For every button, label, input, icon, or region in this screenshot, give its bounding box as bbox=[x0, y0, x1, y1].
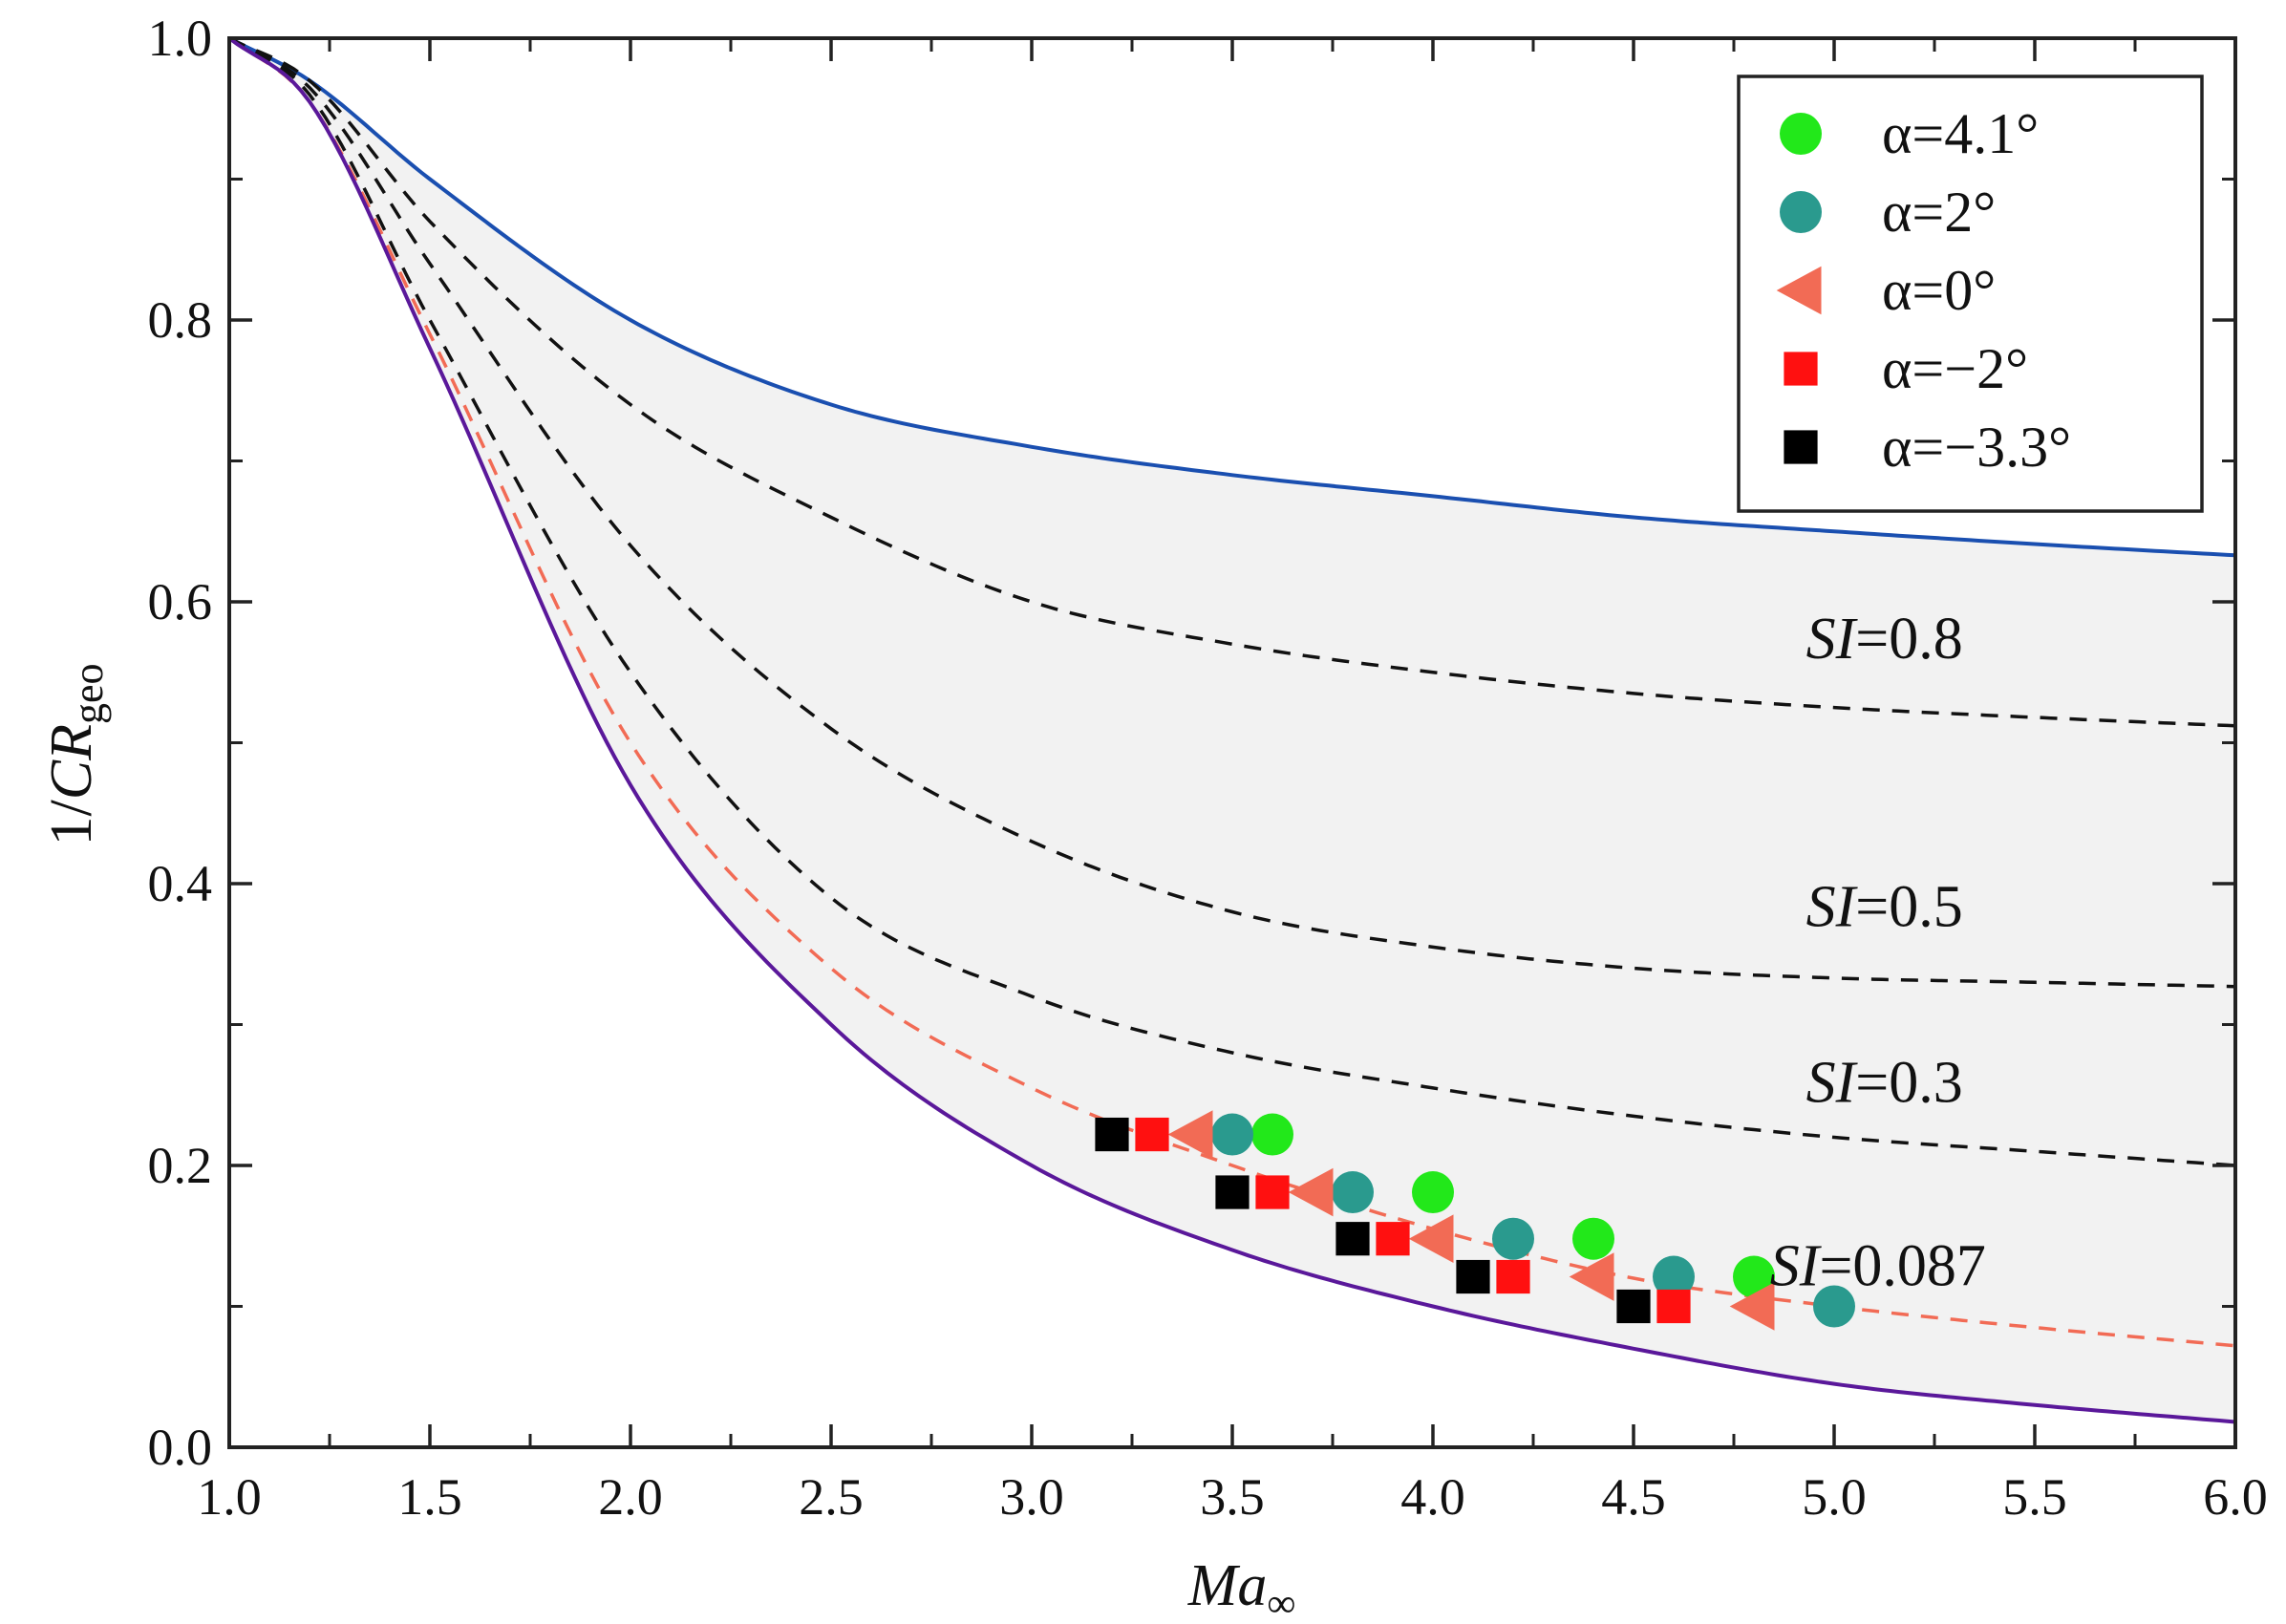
data-point-series-2 bbox=[1653, 1255, 1695, 1298]
data-point-series-3 bbox=[1408, 1214, 1454, 1263]
legend-marker-5 bbox=[1784, 430, 1818, 464]
curve-annotation: SI=0.5 bbox=[1806, 874, 1963, 939]
y-axis-title-main: CR bbox=[39, 724, 104, 800]
svg-text:Ma∞: Ma∞ bbox=[1187, 1553, 1296, 1624]
data-point-series-1 bbox=[1572, 1217, 1614, 1260]
data-point-series-2 bbox=[1211, 1113, 1253, 1156]
legend-marker-3 bbox=[1776, 266, 1822, 315]
legend-label: α=−2° bbox=[1882, 337, 2028, 400]
annotation-italic: SI bbox=[1806, 874, 1859, 939]
data-point-series-5 bbox=[1456, 1259, 1490, 1294]
y-tick-label: 0.0 bbox=[148, 1419, 213, 1476]
shaded-region bbox=[229, 38, 2235, 1422]
legend-label: α=0° bbox=[1882, 259, 1996, 322]
legend: α=4.1° α=2° α=0° α=−2° α=−3.3° bbox=[1737, 75, 2204, 513]
data-point-series-5 bbox=[1335, 1222, 1370, 1256]
curve-layer bbox=[227, 36, 2236, 1424]
data-point-series-4 bbox=[1376, 1222, 1410, 1256]
x-tick-label: 2.0 bbox=[598, 1468, 663, 1526]
data-point-series-3 bbox=[1569, 1252, 1614, 1301]
data-point-series-5 bbox=[1215, 1175, 1250, 1209]
legend-label: α=4.1° bbox=[1882, 102, 2039, 165]
curve-annotation: SI=0.087 bbox=[1770, 1233, 1986, 1298]
x-tick-label: 3.0 bbox=[999, 1468, 1064, 1526]
x-axis-title: Ma∞ bbox=[1187, 1553, 1296, 1624]
y-tick-label: 0.8 bbox=[148, 291, 213, 349]
y-axis-title-sub: geo bbox=[65, 664, 112, 725]
annotation-value: =0.087 bbox=[1819, 1233, 1985, 1298]
x-tick-label: 1.0 bbox=[197, 1468, 262, 1526]
legend-label: α=−3.3° bbox=[1882, 416, 2071, 479]
data-point-series-4 bbox=[1496, 1259, 1530, 1294]
x-tick-label: 2.5 bbox=[799, 1468, 864, 1526]
svg-text:1/CRgeo: 1/CRgeo bbox=[39, 664, 112, 846]
data-point-series-2 bbox=[1492, 1217, 1534, 1260]
curve-si-0-8 bbox=[228, 36, 2236, 728]
curve-lower-bound bbox=[227, 36, 2236, 1424]
annotation-italic: SI bbox=[1806, 1051, 1859, 1116]
annotation-italic: SI bbox=[1806, 607, 1859, 672]
annotation-value: =0.3 bbox=[1855, 1051, 1962, 1116]
x-axis-title-sub: ∞ bbox=[1267, 1582, 1295, 1624]
data-point-series-4 bbox=[1656, 1289, 1691, 1324]
legend-marker-2 bbox=[1780, 191, 1822, 233]
data-point-layer bbox=[1095, 1110, 1855, 1331]
data-point-series-5 bbox=[1095, 1117, 1129, 1152]
data-point-series-2 bbox=[1332, 1171, 1374, 1214]
data-point-series-1 bbox=[1412, 1171, 1454, 1214]
data-point-series-2 bbox=[1813, 1285, 1855, 1328]
x-tick-label: 4.5 bbox=[1601, 1468, 1666, 1526]
tick-layer: 1.0 1.5 2.0 2.5 3.0 3.5 4.0 4.5 5.0 5.5 6.0 0.0 0.2 0… bbox=[148, 10, 2268, 1526]
x-tick-label: 6.0 bbox=[2203, 1468, 2268, 1526]
data-point-series-5 bbox=[1616, 1289, 1651, 1324]
curve-si-0-5 bbox=[228, 36, 2236, 989]
annotation-value: =0.5 bbox=[1855, 874, 1962, 939]
shaded-region-layer bbox=[229, 38, 2235, 1422]
x-tick-label: 5.0 bbox=[1802, 1468, 1867, 1526]
annotation-italic: SI bbox=[1770, 1233, 1823, 1298]
y-tick-label: 1.0 bbox=[148, 10, 213, 67]
y-tick-label: 0.6 bbox=[148, 573, 213, 630]
y-axis-title: 1/CRgeo bbox=[39, 664, 112, 846]
data-point-series-3 bbox=[1167, 1110, 1213, 1159]
x-tick-label: 5.5 bbox=[2002, 1468, 2067, 1526]
y-tick-label: 0.2 bbox=[148, 1137, 213, 1194]
data-point-series-3 bbox=[1729, 1282, 1775, 1331]
data-point-series-4 bbox=[1135, 1117, 1169, 1152]
annotation-value: =0.8 bbox=[1855, 607, 1962, 672]
curve-upper-bound bbox=[228, 36, 2236, 558]
curve-si-0-087 bbox=[227, 36, 2236, 1348]
x-tick-label: 1.5 bbox=[397, 1468, 462, 1526]
data-point-series-4 bbox=[1255, 1175, 1290, 1209]
legend-marker-1 bbox=[1780, 113, 1822, 155]
curve-annotation: SI=0.3 bbox=[1806, 1051, 1963, 1116]
legend-label: α=2° bbox=[1882, 181, 1996, 244]
x-tick-label: 3.5 bbox=[1200, 1468, 1265, 1526]
x-tick-label: 4.0 bbox=[1400, 1468, 1465, 1526]
data-point-series-1 bbox=[1733, 1255, 1775, 1298]
y-axis-title-prefix: 1/ bbox=[39, 800, 104, 846]
curve-si-0-3 bbox=[228, 36, 2236, 1167]
annotation-layer: SI=0.8SI=0.5SI=0.3SI=0.087 bbox=[1770, 607, 1986, 1298]
curve-annotation: SI=0.8 bbox=[1806, 607, 1963, 672]
x-axis-title-main: Ma bbox=[1187, 1553, 1268, 1618]
data-point-series-3 bbox=[1288, 1167, 1334, 1217]
data-point-series-1 bbox=[1251, 1113, 1293, 1156]
y-tick-label: 0.4 bbox=[148, 855, 213, 912]
legend-marker-4 bbox=[1784, 352, 1818, 386]
